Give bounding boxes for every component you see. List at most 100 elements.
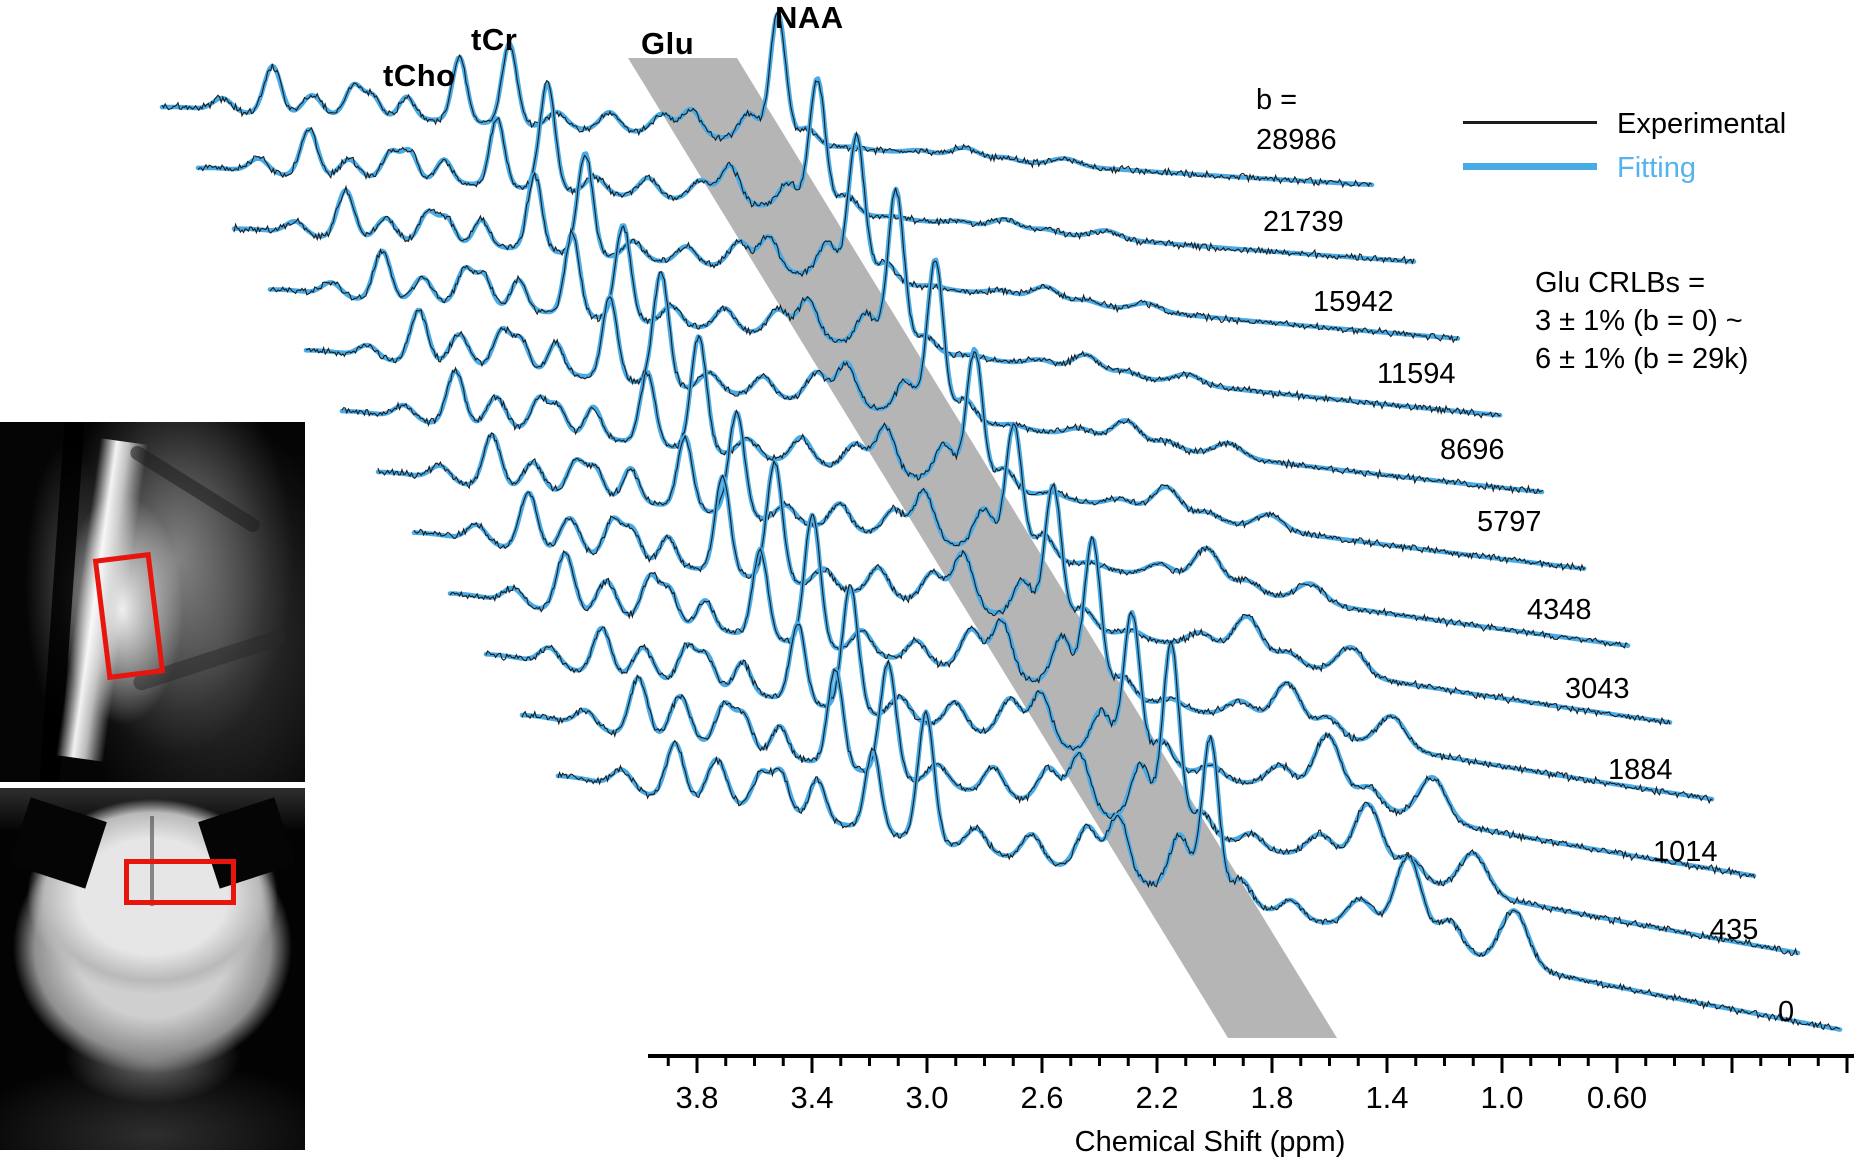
x-axis-minor-tick [1126, 1058, 1130, 1066]
x-axis-major-tick [1730, 1058, 1734, 1073]
metabolite-label-tcho: tCho [383, 58, 456, 93]
experimental-trace [197, 79, 1415, 265]
x-axis-major-tick [1845, 1058, 1849, 1073]
spectrum-row-b1884 [447, 512, 1715, 805]
experimental-trace [269, 187, 1501, 419]
x-axis-minor-tick [1701, 1058, 1705, 1066]
experimental-trace [521, 641, 1798, 956]
x-axis-minor-tick [1443, 1058, 1446, 1066]
x-axis-minor-tick [1241, 1058, 1245, 1066]
legend-label-experimental: Experimental [1617, 108, 1787, 140]
experimental-trace [305, 260, 1544, 495]
b-value-label-435: 435 [1710, 914, 1759, 946]
x-axis-minor-tick [1816, 1058, 1820, 1066]
b-value-label-3043: 3043 [1565, 673, 1630, 705]
legend-label-fitting: Fitting [1617, 152, 1696, 184]
x-axis-minor-tick [724, 1058, 728, 1066]
x-axis-major-tick [1385, 1058, 1389, 1073]
x-axis-tick-label: 2.2 [1135, 1080, 1178, 1115]
x-axis-major-tick [810, 1058, 814, 1073]
experimental-trace [233, 130, 1459, 344]
legend-line-fitting [1463, 163, 1597, 170]
x-axis-minor-tick [1414, 1058, 1418, 1066]
b-value-label-21739: 21739 [1263, 206, 1344, 238]
experimental-trace [485, 584, 1756, 880]
x-axis-major-tick [1040, 1058, 1044, 1073]
x-axis-minor-tick [1328, 1058, 1331, 1066]
metabolite-label-naa: NAA [775, 0, 844, 35]
spectrum-row-b21739 [195, 76, 1417, 265]
x-axis-minor-tick [954, 1058, 958, 1066]
crlb-annotation: Glu CRLBs = 3 ± 1% (b = 0) ~ 6 ± 1% (b =… [1535, 264, 1748, 378]
x-axis-minor-tick [1558, 1058, 1561, 1066]
experimental-trace [413, 459, 1671, 726]
x-axis-minor-tick [1673, 1058, 1676, 1066]
x-axis-tick-label: 1.0 [1480, 1080, 1523, 1115]
b-value-prefix: b = [1256, 84, 1298, 116]
voxel-roi-box-coronal [124, 859, 236, 905]
spectrum-row-b8696 [303, 257, 1545, 495]
spectrum-row-b1014 [483, 584, 1757, 880]
x-axis-minor-tick [1529, 1058, 1533, 1066]
x-axis-minor-tick [666, 1058, 670, 1066]
x-axis-minor-tick [1586, 1058, 1590, 1066]
experimental-trace [557, 710, 1840, 1031]
crlb-line-1: Glu CRLBs = [1535, 267, 1706, 299]
x-axis-minor-tick [1356, 1058, 1360, 1066]
legend-entry-experimental: Experimental [1463, 108, 1823, 140]
experimental-trace [341, 334, 1586, 572]
x-axis-major-tick [1270, 1058, 1274, 1073]
x-axis: 3.8 3.4 3.0 2.6 2.2 1.8 1.4 1.0 0.60 [648, 1054, 1854, 1115]
x-axis-minor-tick [983, 1058, 986, 1066]
spectrum-row-b3043 [411, 459, 1673, 726]
spectrum-row-b4348 [375, 408, 1631, 649]
spectrum-row-b11594 [267, 186, 1503, 419]
x-axis-tick-label: 1.8 [1250, 1080, 1293, 1115]
x-axis-minor-tick [868, 1058, 871, 1066]
x-axis-minor-tick [1644, 1058, 1648, 1066]
crlb-line-3: 6 ± 1% (b = 29k) [1535, 343, 1749, 375]
b-value-label-5797: 5797 [1477, 506, 1542, 538]
x-axis-minor-tick [1788, 1058, 1791, 1066]
b-value-label-8696: 8696 [1440, 434, 1505, 466]
b-value-label-0: 0 [1778, 996, 1795, 1028]
spectrum-row-b0 [555, 709, 1843, 1032]
x-axis-minor-tick [1759, 1058, 1763, 1066]
mri-sagittal-image [0, 422, 305, 782]
x-axis-tick-label: 3.8 [675, 1080, 718, 1115]
x-axis-minor-tick [1299, 1058, 1303, 1066]
spectrum-row-b5797 [339, 334, 1587, 572]
x-axis-tick-label: 3.0 [905, 1080, 948, 1115]
experimental-trace [377, 408, 1628, 649]
x-axis-major-tick [1615, 1058, 1619, 1073]
x-axis-title: Chemical Shift (ppm) [1074, 1126, 1346, 1158]
x-axis-major-tick [1500, 1058, 1504, 1073]
b-value-label-15942: 15942 [1313, 286, 1394, 318]
spectrum-row-b15942 [231, 130, 1461, 344]
metabolite-label-glu: Glu [641, 26, 695, 61]
x-axis-minor-tick [1098, 1058, 1101, 1066]
crlb-line-2: 3 ± 1% (b = 0) ~ [1535, 305, 1743, 337]
x-axis-major-tick [1155, 1058, 1159, 1073]
x-axis-tick-label: 0.60 [1587, 1080, 1647, 1115]
b-value-label-28986: 28986 [1256, 124, 1337, 156]
b-value-label-1884: 1884 [1608, 754, 1673, 786]
x-axis-minor-tick [1471, 1058, 1475, 1066]
b-value-label-4348: 4348 [1527, 594, 1592, 626]
x-axis-tick-label: 1.4 [1365, 1080, 1408, 1115]
x-axis-minor-tick [781, 1058, 785, 1066]
spectrum-row-b435 [519, 641, 1801, 956]
x-axis-major-tick [925, 1058, 929, 1073]
b-value-label-1014: 1014 [1653, 836, 1718, 868]
x-axis-minor-tick [896, 1058, 900, 1066]
experimental-trace [449, 513, 1713, 805]
x-axis-major-tick [695, 1058, 699, 1073]
x-axis-minor-tick [1184, 1058, 1188, 1066]
b-value-label-11594: 11594 [1377, 358, 1456, 390]
metabolite-label-tcr: tCr [471, 22, 518, 57]
legend-entry-fitting: Fitting [1463, 152, 1823, 184]
x-axis-minor-tick [1213, 1058, 1216, 1066]
spectrum-row-b28986 [159, 11, 1375, 189]
